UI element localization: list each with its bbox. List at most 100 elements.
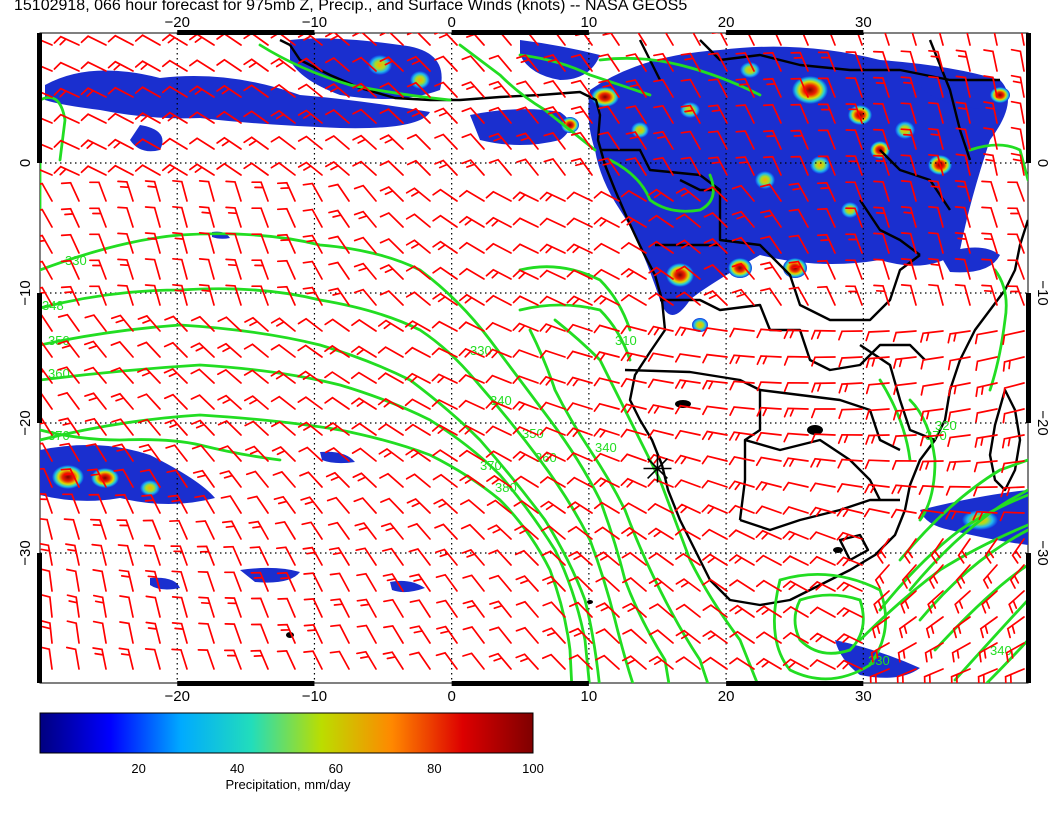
wind-barb bbox=[380, 522, 404, 540]
wind-barb bbox=[1007, 259, 1025, 280]
wind-barb bbox=[432, 266, 458, 280]
wind-barb bbox=[977, 668, 998, 683]
wind-barb bbox=[674, 528, 701, 540]
wind-barb bbox=[782, 506, 809, 515]
wind-barb bbox=[625, 79, 647, 98]
wind-barb bbox=[598, 105, 620, 124]
wind-barb bbox=[512, 400, 539, 411]
wind-barb bbox=[40, 38, 53, 46]
wind-barb bbox=[488, 54, 512, 72]
wind-barb bbox=[270, 161, 296, 176]
wind-barb bbox=[134, 138, 161, 150]
wind-barb bbox=[351, 422, 377, 436]
wind-barb bbox=[324, 344, 350, 358]
wind-barb bbox=[248, 520, 269, 540]
wind-barb bbox=[982, 564, 998, 589]
wind-barb bbox=[57, 366, 80, 384]
wind-barb bbox=[60, 468, 80, 488]
wind-barb bbox=[190, 315, 215, 332]
wind-barb bbox=[273, 495, 296, 514]
wind-barb bbox=[354, 522, 377, 540]
wind-barb bbox=[195, 520, 215, 540]
wind-barb bbox=[461, 548, 485, 566]
wind-barb bbox=[406, 133, 431, 150]
wind-barb bbox=[702, 604, 728, 618]
wind-barb bbox=[485, 374, 512, 384]
wind-barb bbox=[570, 131, 593, 150]
wind-barb bbox=[810, 457, 836, 468]
wind-barb bbox=[243, 369, 269, 384]
wind-barb bbox=[893, 356, 917, 369]
wind-barb bbox=[566, 476, 593, 488]
wind-barb bbox=[435, 548, 458, 566]
wind-barb bbox=[297, 83, 323, 98]
wind-barb bbox=[404, 346, 431, 358]
wind-barb bbox=[409, 651, 431, 670]
wind-barb bbox=[566, 376, 593, 387]
wind-barb bbox=[872, 50, 890, 72]
wind-barb bbox=[356, 598, 377, 618]
wind-barb bbox=[302, 182, 323, 202]
wind-barb bbox=[707, 130, 728, 150]
wind-barb bbox=[462, 574, 485, 592]
wind-barb bbox=[60, 233, 80, 254]
wind-barb bbox=[243, 136, 269, 150]
wind-barb bbox=[928, 179, 944, 202]
wind-barb bbox=[434, 133, 458, 150]
wind-barb bbox=[216, 136, 242, 150]
wind-barb bbox=[488, 80, 512, 98]
wind-barb bbox=[40, 90, 53, 98]
wind-barb bbox=[595, 628, 620, 644]
wind-barb bbox=[458, 424, 485, 436]
wind-barb bbox=[570, 105, 593, 124]
wind-barb bbox=[620, 189, 647, 202]
wind-barb bbox=[923, 668, 944, 683]
wind-barb bbox=[432, 449, 458, 462]
wind-barb bbox=[900, 590, 917, 614]
wind-barb bbox=[873, 232, 890, 254]
wind-barb bbox=[845, 77, 863, 98]
wind-barb bbox=[675, 552, 701, 566]
wind-barb bbox=[198, 284, 215, 306]
wind-barb bbox=[60, 285, 80, 306]
wind-barb bbox=[954, 258, 971, 280]
wind-barb bbox=[352, 108, 377, 124]
wind-barb bbox=[461, 133, 485, 150]
wind-barb bbox=[84, 417, 107, 436]
wind-barb bbox=[197, 649, 215, 670]
wind-barb bbox=[513, 500, 539, 514]
frame-bar-bottom bbox=[726, 681, 864, 686]
wind-barb bbox=[790, 103, 809, 124]
wind-barb bbox=[620, 428, 647, 438]
wind-barb bbox=[270, 57, 296, 72]
wind-barb bbox=[107, 86, 134, 98]
wind-barb bbox=[675, 603, 701, 618]
wind-barb bbox=[928, 283, 944, 306]
wind-barb bbox=[809, 506, 836, 517]
wind-barb bbox=[541, 550, 566, 566]
wind-barb bbox=[512, 322, 539, 333]
wind-barb bbox=[512, 450, 539, 462]
wind-barb bbox=[728, 529, 755, 540]
wind-barb bbox=[947, 434, 971, 448]
wind-barb bbox=[845, 285, 863, 306]
wind-barb bbox=[701, 528, 728, 540]
wind-barb bbox=[163, 341, 188, 358]
wind-barb bbox=[512, 243, 539, 254]
wind-barb bbox=[593, 294, 620, 306]
wind-barb bbox=[189, 85, 215, 98]
wind-barb bbox=[276, 207, 296, 228]
wind-barb bbox=[543, 132, 566, 150]
wind-barb bbox=[163, 367, 188, 384]
wind-barb bbox=[598, 131, 620, 150]
lat-tick-label-left: −20 bbox=[17, 410, 34, 435]
wind-barb bbox=[66, 594, 80, 618]
wind-barb bbox=[486, 474, 512, 488]
wind-barb bbox=[161, 33, 188, 46]
wind-barb bbox=[856, 33, 863, 46]
wind-barb bbox=[489, 600, 512, 618]
wind-barb bbox=[167, 494, 188, 514]
wind-barb bbox=[302, 208, 323, 228]
wind-barb bbox=[782, 658, 809, 670]
wind-barb bbox=[945, 509, 971, 520]
